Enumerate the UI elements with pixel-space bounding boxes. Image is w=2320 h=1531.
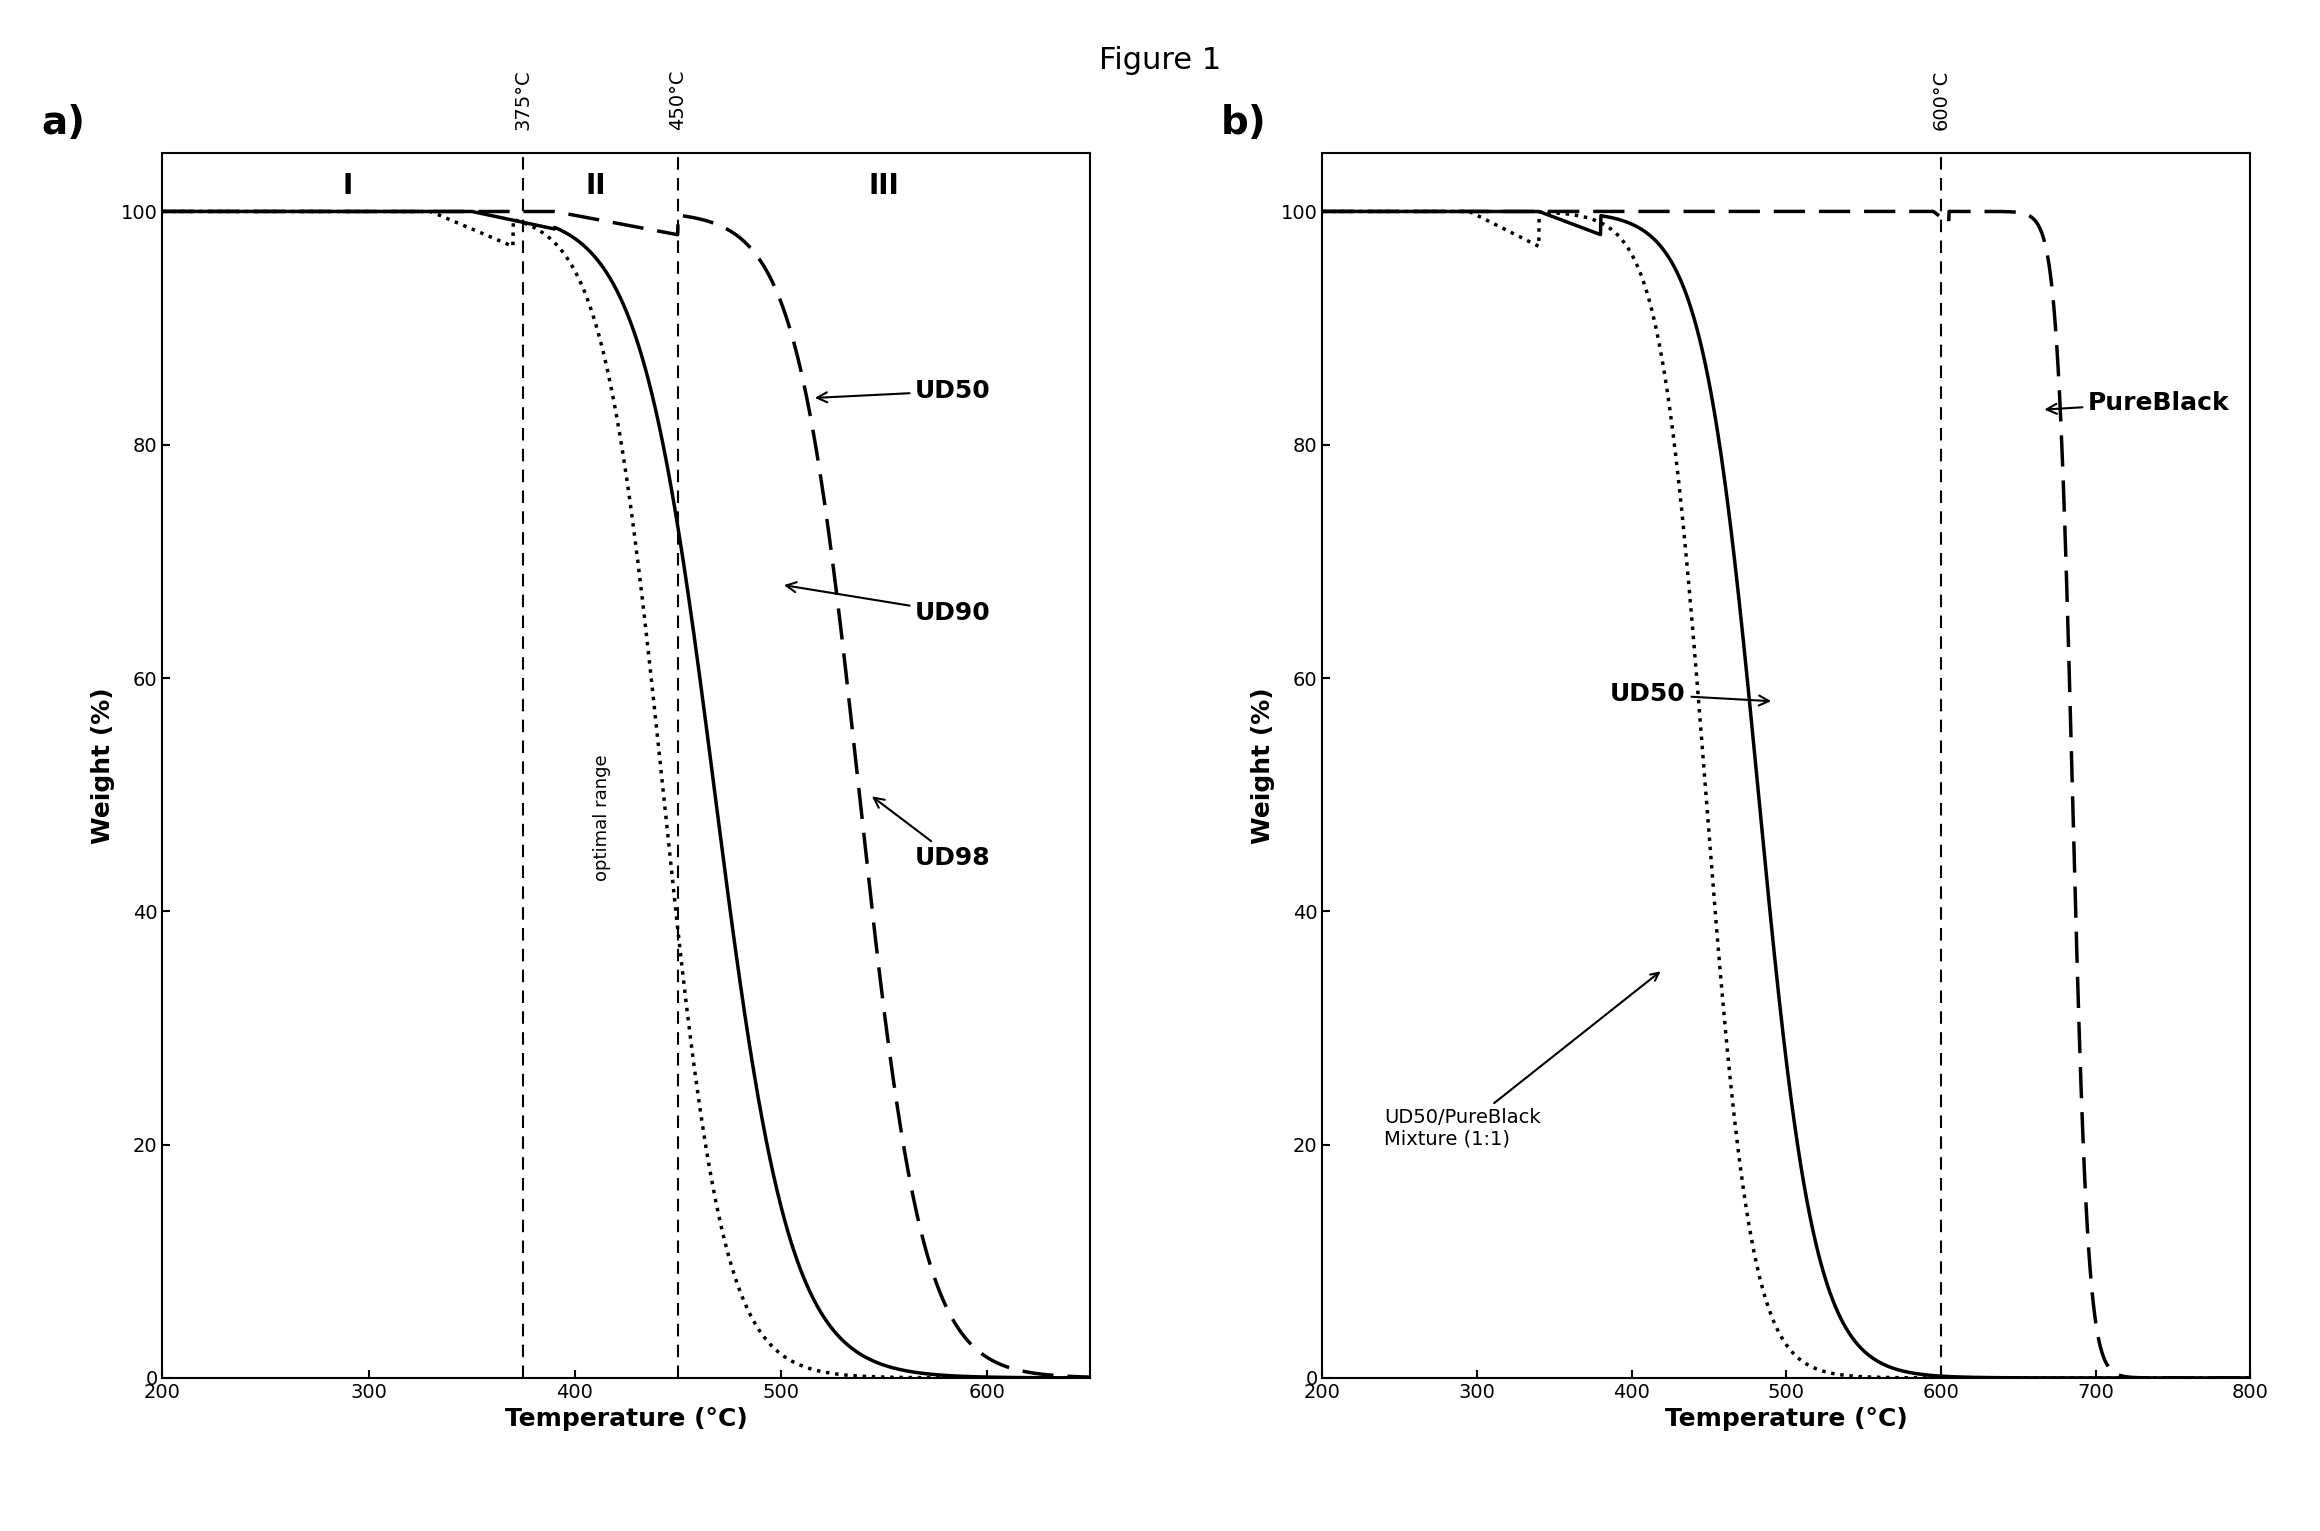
Text: b): b): [1220, 104, 1267, 142]
Text: a): a): [42, 104, 86, 142]
Text: I: I: [343, 171, 353, 199]
Text: UD50/PureBlack
Mixture (1:1): UD50/PureBlack Mixture (1:1): [1385, 972, 1659, 1148]
X-axis label: Temperature (°C): Temperature (°C): [506, 1407, 747, 1431]
Text: UD98: UD98: [875, 798, 991, 870]
Y-axis label: Weight (%): Weight (%): [90, 687, 116, 844]
Text: 450°C: 450°C: [668, 69, 687, 130]
Text: PureBlack: PureBlack: [2046, 390, 2230, 415]
Y-axis label: Weight (%): Weight (%): [1250, 687, 1276, 844]
Text: Figure 1: Figure 1: [1100, 46, 1220, 75]
Text: 600°C: 600°C: [1933, 69, 1951, 130]
Text: UD50: UD50: [817, 380, 991, 403]
Text: UD90: UD90: [786, 582, 991, 625]
Text: UD50: UD50: [1610, 683, 1768, 706]
Text: II: II: [585, 171, 606, 199]
Text: optimal range: optimal range: [592, 755, 610, 882]
X-axis label: Temperature (°C): Temperature (°C): [1666, 1407, 1907, 1431]
Text: III: III: [868, 171, 900, 199]
Text: 375°C: 375°C: [513, 69, 534, 130]
